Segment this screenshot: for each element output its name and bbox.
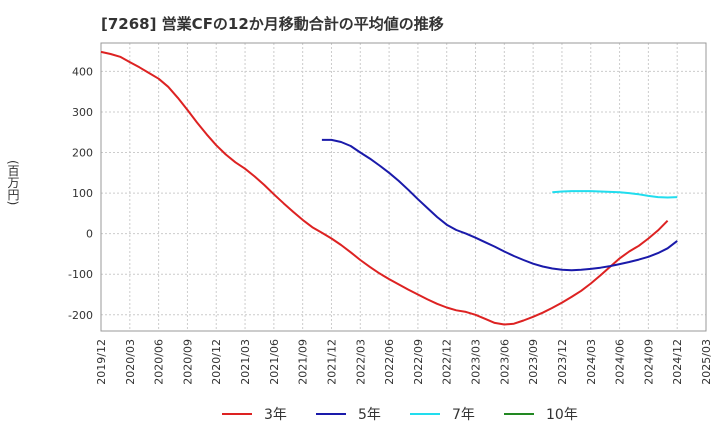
x-tick-label: 2022/12 <box>441 339 454 385</box>
x-tick-label: 2023/09 <box>527 339 540 385</box>
x-tick-labels: 2019/12 2020/03 2020/06 2020/09 2020/12 2021/… <box>95 339 713 385</box>
x-tick-label: 2025/03 <box>700 339 713 385</box>
x-tick-label: 2019/12 <box>95 339 108 385</box>
series-line-2 <box>552 190 678 199</box>
x-tick-label: 2022/06 <box>383 339 396 385</box>
x-tick-label: 2023/06 <box>498 339 511 385</box>
y-tick-label: -200 <box>68 309 93 322</box>
legend-item: 5年 <box>316 404 381 423</box>
y-tick-label: 300 <box>72 106 93 119</box>
x-tick-label: 2022/03 <box>354 339 367 385</box>
y-tick-labels: 400 300 200 100 0 -100 -200 <box>68 65 93 321</box>
x-tick-label: 2022/09 <box>412 339 425 385</box>
y-tick-label: 200 <box>72 147 93 160</box>
x-tick-label: 2024/03 <box>585 339 598 385</box>
legend-swatch <box>504 413 534 415</box>
chart-title: [7268] 営業CFの12か月移動合計の平均値の推移 <box>101 15 444 33</box>
grid-lines <box>100 43 707 331</box>
series-line-1 <box>321 138 678 272</box>
legend-item: 3年 <box>222 404 287 423</box>
legend-item: 10年 <box>504 404 578 423</box>
x-tick-label: 2021/09 <box>297 339 310 385</box>
legend-swatch <box>316 413 346 415</box>
legend-swatch <box>222 413 252 415</box>
x-tick-label: 2020/09 <box>181 339 194 385</box>
x-tick-label: 2021/06 <box>268 339 281 385</box>
y-tick-label: 100 <box>72 187 93 200</box>
x-tick-label: 2020/12 <box>210 339 223 385</box>
y-tick-label: 0 <box>86 228 93 241</box>
series-line-0 <box>100 50 669 326</box>
plot-border <box>100 42 707 332</box>
x-tick-label: 2024/12 <box>671 339 684 385</box>
legend-item: 7年 <box>410 404 475 423</box>
y-axis-label: (百万円) <box>6 160 20 206</box>
x-tick-label: 2023/12 <box>556 339 569 385</box>
legend-label: 5年 <box>358 407 381 423</box>
x-tick-label: 2023/03 <box>470 339 483 385</box>
legend-label: 7年 <box>452 407 475 423</box>
legend-label: 3年 <box>264 407 287 423</box>
x-tick-label: 2024/06 <box>614 339 627 385</box>
y-tick-label: 400 <box>72 65 93 78</box>
series-lines <box>100 50 678 326</box>
legend-label: 10年 <box>546 407 578 423</box>
x-tick-label: 2021/03 <box>239 339 252 385</box>
y-tick-label: -100 <box>68 268 93 281</box>
x-tick-label: 2020/06 <box>153 339 166 385</box>
x-tick-label: 2021/12 <box>325 339 338 385</box>
x-tick-label: 2024/09 <box>642 339 655 385</box>
legend-swatch <box>410 413 440 415</box>
legend: 3年 5年 7年 10年 <box>0 398 720 428</box>
x-tick-label: 2020/03 <box>124 339 137 385</box>
